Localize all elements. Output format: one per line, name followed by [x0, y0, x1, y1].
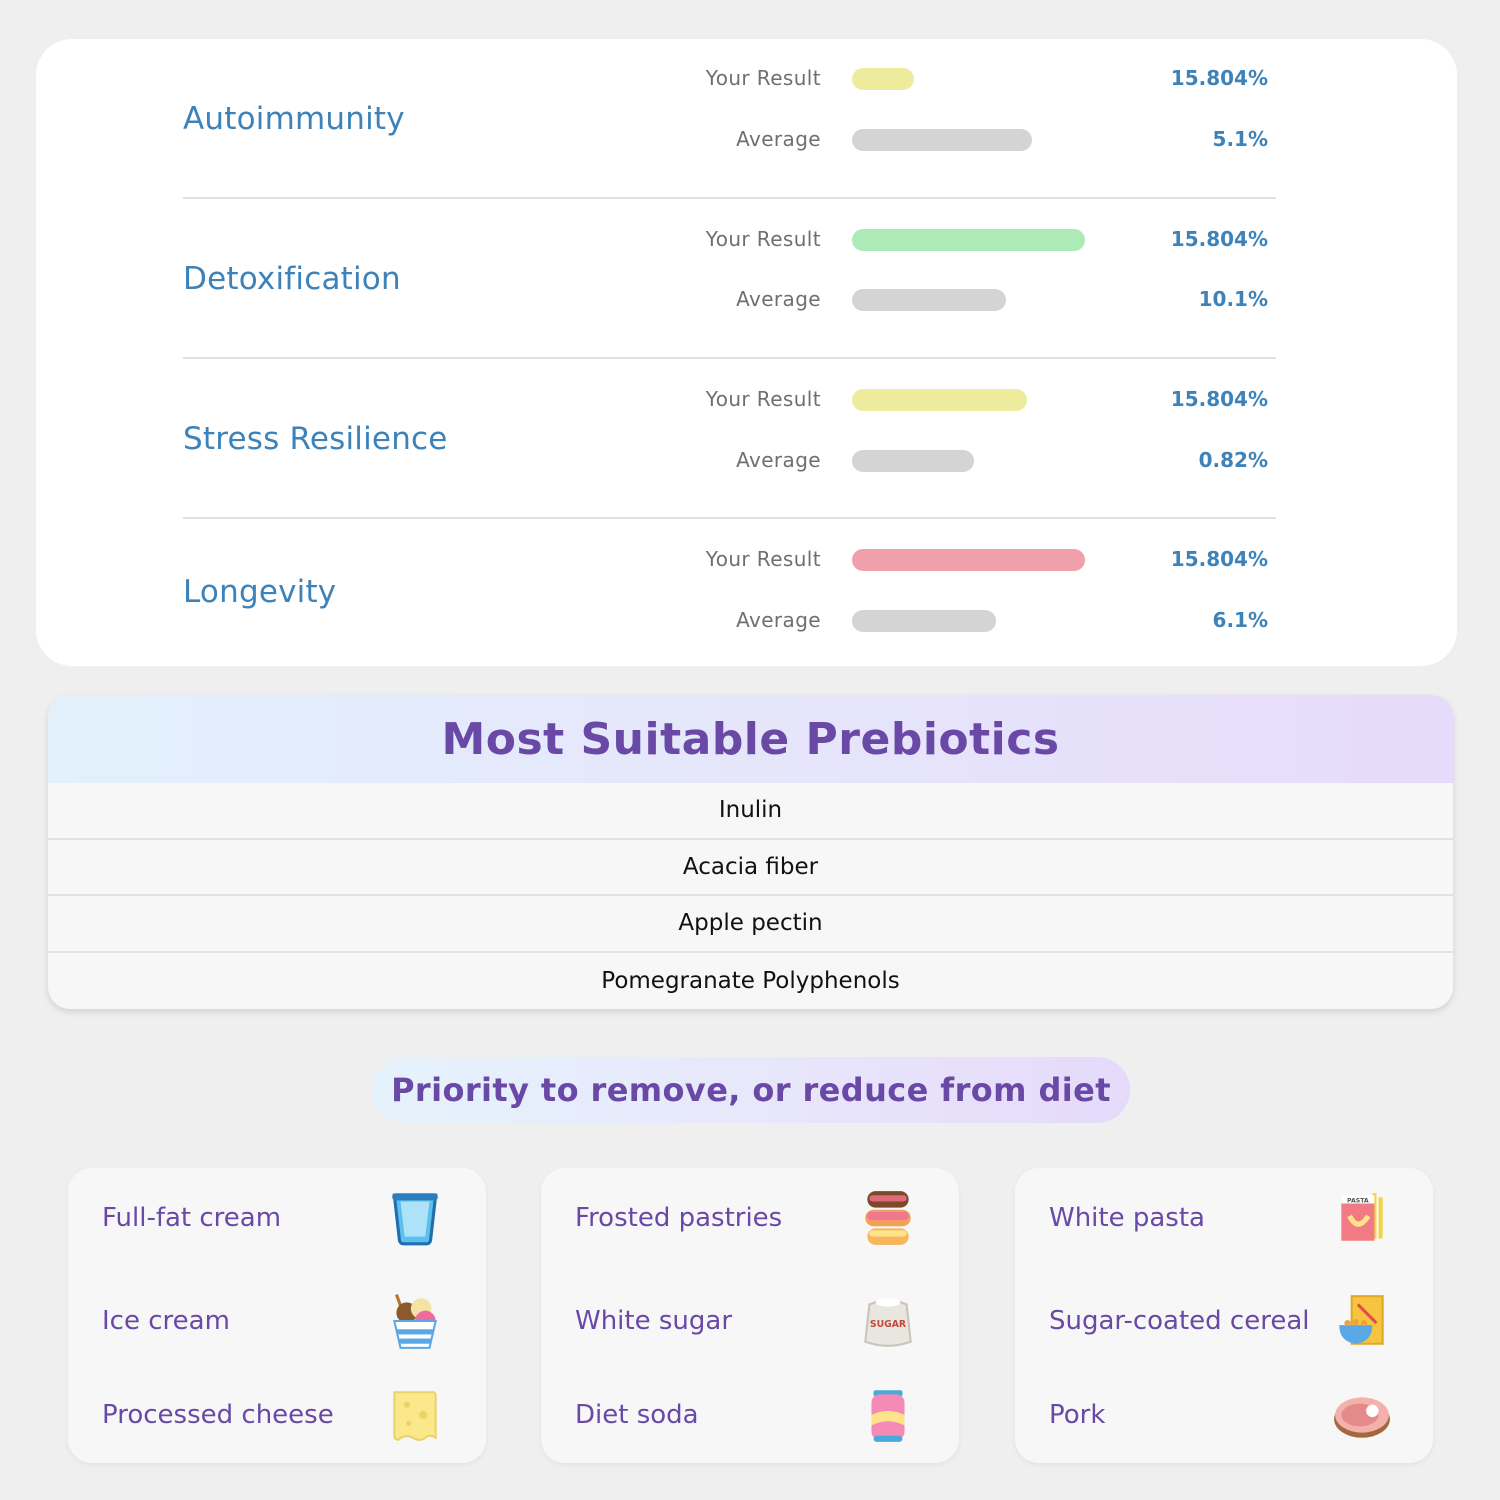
- metric-row-longevity: Longevity Your Result 15.804% Average 6.…: [183, 519, 1276, 666]
- average-bar: [852, 450, 1092, 472]
- your-result-bar-fill: [852, 549, 1085, 571]
- food-name: Diet soda: [575, 1400, 699, 1430]
- food-item: Diet soda: [575, 1380, 929, 1450]
- food-item: Ice cream: [102, 1286, 456, 1356]
- average-label: Average: [736, 448, 821, 472]
- metric-title: Autoimmunity: [183, 101, 405, 137]
- food-name: White pasta: [1049, 1203, 1205, 1233]
- metric-row-stress-resilience: Stress Resilience Your Result 15.804% Av…: [183, 359, 1276, 519]
- average-label: Average: [736, 287, 821, 311]
- average-bar-fill: [852, 289, 1006, 311]
- your-result-label: Your Result: [705, 387, 821, 411]
- food-item: White pasta PASTA: [1049, 1183, 1403, 1253]
- average-bar: [852, 129, 1092, 151]
- priority-title: Priority to remove, or reduce from diet: [391, 1071, 1111, 1109]
- pasta-box-icon: PASTA: [1341, 1193, 1383, 1241]
- metric-row-detoxification: Detoxification Your Result 15.804% Avera…: [183, 199, 1276, 359]
- sugar-bag-text: SUGAR: [870, 1319, 906, 1330]
- your-result-value: 15.804%: [1170, 227, 1268, 251]
- prebiotics-header: Most Suitable Prebiotics: [48, 695, 1453, 783]
- food-card-sweets: Frosted pastries White sugar SUGAR Diet …: [541, 1168, 959, 1463]
- food-item: Sugar-coated cereal: [1049, 1286, 1403, 1356]
- your-result-value: 15.804%: [1170, 66, 1268, 90]
- average-bar: [852, 289, 1092, 311]
- metric-title: Detoxification: [183, 261, 401, 297]
- your-result-label: Your Result: [705, 66, 821, 90]
- priority-banner: Priority to remove, or reduce from diet: [372, 1057, 1130, 1123]
- food-item: Processed cheese: [102, 1380, 456, 1450]
- average-bar-fill: [852, 450, 974, 472]
- food-name: White sugar: [575, 1306, 733, 1336]
- food-item: Frosted pastries: [575, 1183, 929, 1253]
- metric-row-autoimmunity: Autoimmunity Your Result 15.804% Average…: [183, 39, 1276, 199]
- average-value: 0.82%: [1198, 448, 1268, 472]
- cheese-icon: [393, 1391, 437, 1441]
- metric-title: Stress Resilience: [183, 421, 448, 457]
- your-result-bar: [852, 68, 1092, 90]
- your-result-value: 15.804%: [1170, 387, 1268, 411]
- sugar-bag-icon: SUGAR: [864, 1298, 912, 1347]
- food-card-dairy: Full-fat cream Ice cream Processed chees…: [68, 1168, 486, 1463]
- food-name: Sugar-coated cereal: [1049, 1306, 1310, 1336]
- divider: [183, 197, 1276, 199]
- list-item: Acacia fiber: [48, 840, 1453, 896]
- average-value: 5.1%: [1212, 127, 1268, 151]
- divider: [183, 517, 1276, 519]
- food-name: Ice cream: [102, 1306, 230, 1336]
- donut-stack-icon: [865, 1191, 911, 1245]
- your-result-bar: [852, 549, 1092, 571]
- food-item: Full-fat cream: [102, 1183, 456, 1253]
- ice-cream-icon: [393, 1294, 437, 1349]
- soda-can-icon: [871, 1390, 905, 1442]
- your-result-bar-fill: [852, 68, 914, 90]
- list-item: Apple pectin: [48, 896, 1453, 953]
- food-name: Frosted pastries: [575, 1203, 783, 1233]
- average-bar: [852, 610, 1092, 632]
- average-label: Average: [736, 608, 821, 632]
- your-result-label: Your Result: [705, 227, 821, 251]
- average-label: Average: [736, 127, 821, 151]
- cereal-box-icon: [1339, 1295, 1384, 1345]
- average-bar-fill: [852, 129, 1032, 151]
- food-card-carbs-meat: White pasta PASTA Sugar-coated cereal Po…: [1015, 1168, 1433, 1463]
- prebiotics-list: Inulin Acacia fiber Apple pectin Pomegra…: [48, 783, 1453, 1009]
- your-result-bar: [852, 389, 1092, 411]
- food-item: White sugar SUGAR: [575, 1286, 929, 1356]
- average-value: 10.1%: [1198, 287, 1268, 311]
- prebiotics-title: Most Suitable Prebiotics: [441, 713, 1060, 765]
- prebiotics-table: Most Suitable Prebiotics Inulin Acacia f…: [48, 695, 1453, 1009]
- food-name: Processed cheese: [102, 1400, 334, 1430]
- cream-cup-icon: [392, 1193, 438, 1246]
- your-result-value: 15.804%: [1170, 547, 1268, 571]
- food-item: Pork: [1049, 1380, 1403, 1450]
- food-name: Full-fat cream: [102, 1203, 282, 1233]
- your-result-bar-fill: [852, 389, 1027, 411]
- average-value: 6.1%: [1212, 608, 1268, 632]
- your-result-bar-fill: [852, 229, 1085, 251]
- divider: [183, 357, 1276, 359]
- pasta-box-text: PASTA: [1347, 1198, 1369, 1205]
- metrics-card: Autoimmunity Your Result 15.804% Average…: [36, 39, 1457, 666]
- list-item: Pomegranate Polyphenols: [601, 967, 900, 994]
- food-name: Pork: [1049, 1400, 1106, 1430]
- metric-title: Longevity: [183, 574, 337, 610]
- your-result-bar: [852, 229, 1092, 251]
- average-bar-fill: [852, 610, 996, 632]
- pork-steak-icon: [1334, 1397, 1390, 1438]
- your-result-label: Your Result: [705, 547, 821, 571]
- list-item: Inulin: [48, 783, 1453, 840]
